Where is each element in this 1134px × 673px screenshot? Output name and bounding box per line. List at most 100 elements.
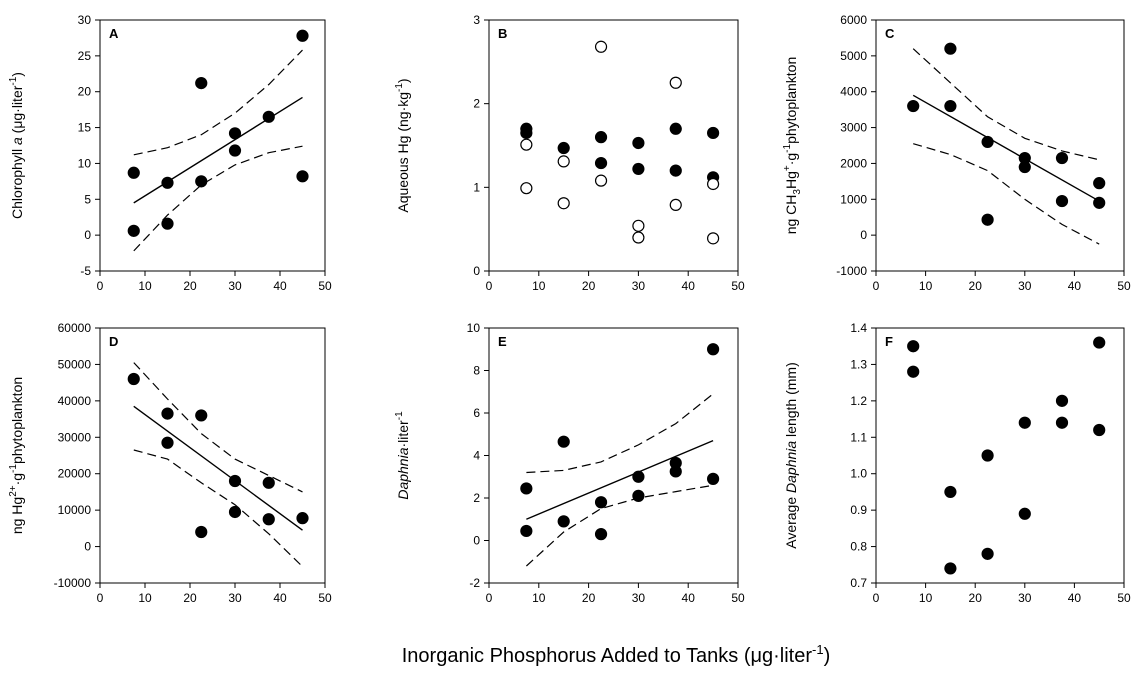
data-point-filled xyxy=(520,482,533,495)
data-point-filled xyxy=(907,340,920,353)
x-tick-label: 20 xyxy=(183,279,197,293)
data-point-filled xyxy=(520,524,533,538)
data-point-filled xyxy=(981,135,994,149)
panel-a: 0 10 20 30 40 50 -5 0 5 10 15 20 25 30 A Chlorophyll a … xyxy=(8,13,332,293)
data-point-filled xyxy=(557,141,570,155)
y-tick-label: 3000 xyxy=(840,121,867,135)
data-point-filled xyxy=(669,122,682,135)
data-point-filled xyxy=(296,512,309,525)
y-tick-label: 0.7 xyxy=(850,576,867,590)
data-point-filled xyxy=(981,449,994,462)
plot-frame xyxy=(99,327,326,584)
x-tick-label: 20 xyxy=(969,591,983,605)
y-axis-label: ng Hg2+·g-1phytoplankton xyxy=(8,377,25,534)
x-tick-label: 10 xyxy=(919,591,933,605)
data-point-filled xyxy=(632,470,645,483)
x-tick-label: 0 xyxy=(873,279,880,293)
y-tick-label: -2 xyxy=(469,576,480,590)
x-tick-label: 0 xyxy=(97,591,104,605)
data-point-filled xyxy=(1093,196,1106,209)
x-tick-label: 10 xyxy=(138,591,152,605)
data-point-filled xyxy=(944,99,957,113)
x-tick-label: 30 xyxy=(228,279,242,293)
x-tick-label: 20 xyxy=(183,591,197,605)
x-tick-label: 10 xyxy=(532,279,546,293)
y-tick-label: 4 xyxy=(473,449,480,463)
data-point-filled xyxy=(981,547,994,560)
panel-f: 0 10 20 30 40 50 0.7 0.8 0.9 1.0 1.1 1.2 1.3 1.4 F Aver… xyxy=(783,321,1131,605)
x-tick-label: 0 xyxy=(486,591,493,605)
data-point-filled xyxy=(669,164,682,177)
x-tick-label: 0 xyxy=(873,591,880,605)
plot-frame xyxy=(875,19,1125,272)
data-point-filled xyxy=(632,162,645,176)
data-point-filled xyxy=(195,525,208,539)
panel-b: 0 10 20 30 40 50 0 1 2 3 B Aqueous Hg (ng·kg-1) xyxy=(394,13,745,293)
ci-upper-line xyxy=(133,49,303,156)
x-tick-label: 40 xyxy=(1068,279,1082,293)
data-point-filled xyxy=(1055,194,1069,208)
y-tick-label: 0.8 xyxy=(850,540,867,554)
data-point-filled xyxy=(228,127,242,140)
y-axis-label: Aqueous Hg (ng·kg-1) xyxy=(394,78,411,212)
ci-lower-line xyxy=(913,143,1100,245)
data-point-filled xyxy=(1055,394,1069,407)
data-point-filled xyxy=(944,485,957,499)
data-point-filled xyxy=(1055,416,1069,429)
y-tick-label: 2 xyxy=(473,491,480,505)
data-point-filled xyxy=(195,77,208,90)
y-tick-label: 1000 xyxy=(840,192,867,206)
ci-upper-line xyxy=(912,48,1100,161)
y-axis-label: Daphnia·liter-1 xyxy=(394,411,411,500)
y-tick-label: 6 xyxy=(473,406,480,420)
plot-frame xyxy=(99,19,326,272)
data-point-filled xyxy=(557,515,570,528)
data-point-open xyxy=(632,231,645,244)
plot-frame xyxy=(488,327,739,584)
x-tick-label: 10 xyxy=(919,279,933,293)
data-point-filled xyxy=(228,144,242,157)
data-point-filled xyxy=(520,126,533,140)
y-tick-label: 25 xyxy=(78,49,92,63)
data-point-filled xyxy=(161,407,174,420)
x-tick-label: 40 xyxy=(273,591,287,605)
data-point-filled xyxy=(161,176,174,189)
data-point-filled xyxy=(296,170,309,183)
y-tick-label: -1000 xyxy=(836,264,867,278)
y-tick-label: 10 xyxy=(467,321,481,335)
figure-x-axis-label: Inorganic Phosphorus Added to Tanks (μg·… xyxy=(402,642,831,667)
data-point-open xyxy=(557,197,570,210)
y-tick-label: 0.9 xyxy=(850,503,867,517)
y-tick-label: 15 xyxy=(78,121,92,135)
data-point-open xyxy=(706,232,720,245)
x-tick-label: 10 xyxy=(138,279,152,293)
data-point-open xyxy=(557,155,570,168)
y-tick-label: 6000 xyxy=(840,13,867,27)
x-tick-label: 20 xyxy=(969,279,983,293)
regression-line xyxy=(526,439,714,520)
data-point-open xyxy=(520,182,533,195)
x-tick-label: 50 xyxy=(731,279,745,293)
data-point-open xyxy=(594,40,608,53)
y-tick-label: 50000 xyxy=(58,357,92,371)
x-tick-label: 50 xyxy=(1117,591,1131,605)
data-point-filled xyxy=(262,110,275,123)
data-point-filled xyxy=(669,465,682,478)
panel-letter: A xyxy=(109,26,119,41)
y-tick-label: 1.1 xyxy=(850,430,867,444)
x-tick-label: 30 xyxy=(1018,591,1032,605)
y-tick-label: 0 xyxy=(473,534,480,548)
y-tick-label: 30000 xyxy=(58,430,92,444)
y-tick-label: 0 xyxy=(84,540,91,554)
regression-line xyxy=(133,96,303,204)
y-tick-label: 20 xyxy=(78,85,92,99)
x-tick-label: 10 xyxy=(532,591,546,605)
data-point-filled xyxy=(1018,160,1031,174)
x-tick-label: 40 xyxy=(682,279,696,293)
x-tick-label: 30 xyxy=(228,591,242,605)
y-tick-label: 1.4 xyxy=(850,321,867,335)
y-tick-label: 8 xyxy=(473,364,480,378)
y-tick-label: 40000 xyxy=(58,394,92,408)
data-point-filled xyxy=(228,505,242,519)
